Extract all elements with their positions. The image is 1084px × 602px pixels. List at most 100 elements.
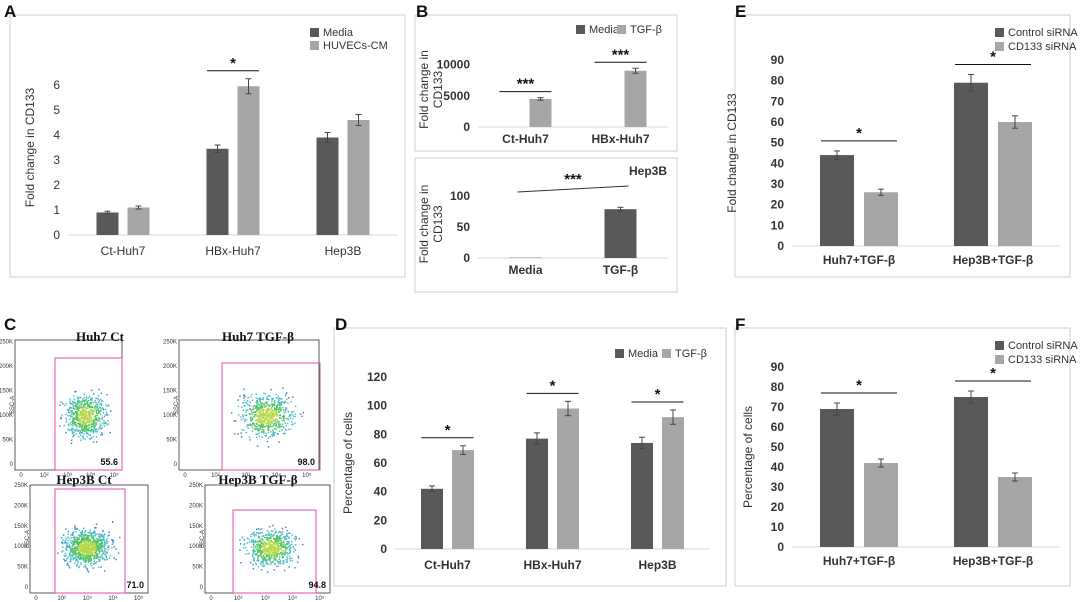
flow-event	[81, 421, 83, 423]
flow-event	[77, 544, 80, 546]
flow-event	[81, 529, 84, 532]
flow-event	[271, 561, 274, 564]
flow-event	[96, 557, 98, 559]
flow-event	[99, 418, 101, 420]
flow-event	[105, 556, 108, 558]
flow-event	[86, 550, 89, 553]
flow-event	[282, 406, 284, 409]
flow-event	[266, 415, 268, 418]
flow-event	[239, 549, 241, 551]
flow-event	[268, 421, 270, 423]
flow-event	[107, 549, 110, 551]
flow-event	[257, 554, 259, 557]
flow-event	[273, 403, 276, 406]
flow-event	[100, 556, 102, 558]
flow-event	[102, 409, 105, 411]
flow-event	[276, 432, 278, 435]
flow-event	[282, 560, 285, 563]
flow-event	[80, 550, 83, 552]
flow-event	[68, 424, 70, 426]
flow-event	[86, 400, 88, 403]
flow-event	[83, 542, 86, 545]
flow-event	[284, 428, 287, 431]
flow-event	[98, 553, 100, 555]
flow-event	[74, 543, 76, 546]
flow-event	[88, 417, 90, 419]
flow-event	[255, 401, 257, 404]
flow-event	[261, 422, 263, 424]
flow-event	[243, 394, 245, 397]
flow-event	[282, 562, 285, 565]
flow-event	[83, 414, 86, 417]
flow-event	[262, 565, 265, 568]
category-label: Ct-Huh7	[502, 132, 549, 146]
flow-event	[286, 534, 288, 536]
flow-event	[262, 424, 264, 426]
flow-event	[272, 410, 275, 412]
flow-event	[254, 545, 256, 548]
flow-event	[70, 534, 72, 536]
flow-event	[89, 434, 92, 437]
flow-event	[243, 399, 246, 401]
flow-event	[85, 560, 87, 562]
flow-event	[82, 559, 85, 562]
flow-event	[268, 539, 270, 542]
flow-event	[267, 551, 269, 554]
flow-event	[273, 547, 276, 550]
bar-huvecs-cm-hbx-huh7	[237, 86, 260, 235]
flow-event	[283, 569, 286, 572]
flow-event	[288, 396, 290, 399]
flow-event	[259, 400, 262, 403]
flow-event	[264, 426, 266, 428]
flow-event	[269, 416, 272, 419]
flow-event	[78, 418, 80, 421]
flow-event	[286, 535, 288, 538]
flow-event	[94, 406, 97, 408]
flow-event	[69, 406, 71, 409]
flow-event	[291, 413, 294, 416]
flow-event	[99, 547, 101, 549]
flow-gate-percent: 98.0	[297, 457, 315, 467]
flow-event	[265, 416, 267, 419]
flow-event	[83, 549, 86, 551]
flow-event	[101, 549, 103, 551]
flow-event	[275, 397, 277, 399]
flow-event	[273, 415, 276, 417]
flow-event	[86, 411, 88, 413]
flow-event	[268, 531, 270, 534]
flow-event	[277, 433, 279, 435]
flow-event	[290, 417, 292, 419]
flow-event	[244, 543, 246, 545]
flow-event	[86, 435, 88, 438]
flow-event	[276, 545, 278, 547]
flow-event	[79, 531, 82, 534]
flow-event	[272, 420, 274, 423]
flow-event	[76, 564, 78, 566]
flow-event	[262, 420, 265, 422]
flow-event	[251, 424, 253, 426]
flow-event	[267, 571, 269, 573]
flow-event	[271, 397, 273, 400]
flow-event	[80, 420, 82, 422]
flow-event	[89, 414, 92, 416]
flow-event	[266, 417, 268, 420]
flow-event	[266, 396, 268, 398]
bar-control-sirna-hep3b-tgf-	[954, 397, 988, 547]
flow-event	[93, 543, 96, 546]
y-tick-label: 40	[771, 156, 785, 170]
flow-event	[273, 422, 275, 425]
flow-event	[113, 546, 115, 548]
flow-event	[82, 538, 85, 540]
flow-event	[72, 531, 75, 533]
y-axis-label: Percentage of cells	[341, 412, 355, 514]
flow-event	[260, 542, 263, 544]
flow-y-tick: 150K	[0, 388, 13, 394]
flow-event	[59, 425, 61, 427]
flow-event	[256, 419, 259, 422]
flow-event	[256, 406, 259, 408]
flow-event	[85, 547, 88, 550]
flow-event	[258, 410, 260, 413]
legend-label: CD133 siRNA	[1008, 354, 1077, 366]
flow-event	[77, 436, 80, 438]
